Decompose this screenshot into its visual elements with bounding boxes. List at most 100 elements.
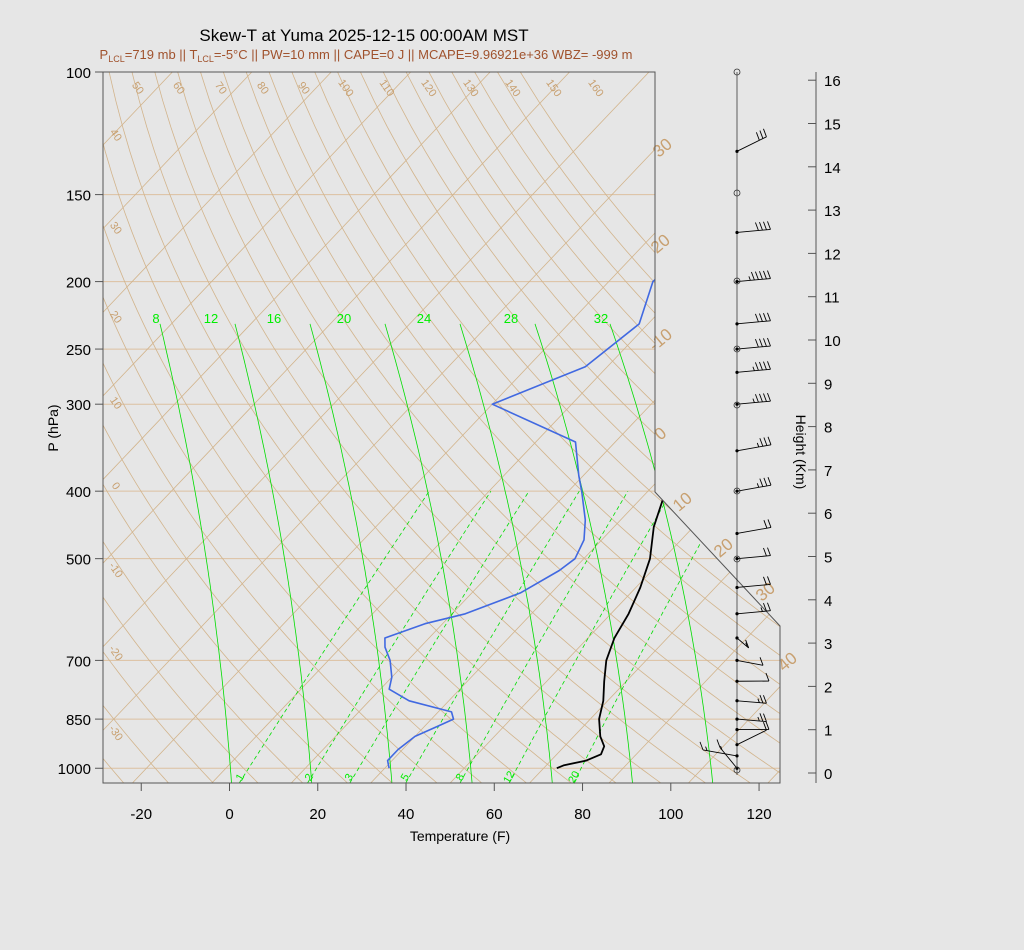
height-tick-label: 6 bbox=[824, 506, 832, 523]
wind-barb bbox=[735, 694, 767, 704]
isotherm bbox=[211, 72, 780, 783]
dry-adiabat bbox=[103, 72, 527, 783]
mixing-ratio-top-label: 28 bbox=[504, 311, 518, 326]
dry-adiabat bbox=[103, 72, 483, 783]
dry-adiabat bbox=[222, 72, 780, 783]
chart-title: Skew-T at Yuma 2025-12-15 00:00AM MST bbox=[199, 26, 528, 45]
mixing-ratio-line bbox=[405, 490, 580, 783]
mixing-ratio-line bbox=[349, 490, 530, 783]
skewed-isotherm-label: 40 bbox=[774, 648, 801, 675]
y-axis-label: P (hPa) bbox=[45, 404, 61, 451]
dry-adiabat-left-label: 0 bbox=[109, 480, 122, 492]
isotherm bbox=[529, 72, 780, 783]
p-tick-label: 1000 bbox=[58, 761, 91, 778]
skewed-isotherm-label: -10 bbox=[645, 325, 676, 355]
dry-adiabat-label: 140 bbox=[502, 77, 522, 99]
mixing-ratio-bottom-label: 8 bbox=[454, 772, 467, 783]
mixing-ratio-bottom-label: 3 bbox=[343, 772, 356, 783]
x-tick-label: 80 bbox=[574, 806, 591, 823]
dry-adiabat bbox=[154, 72, 706, 783]
wind-barb bbox=[735, 436, 772, 453]
dry-adiabat bbox=[0, 72, 34, 783]
height-tick-label: 5 bbox=[824, 550, 832, 567]
dry-adiabat-label: 90 bbox=[295, 80, 312, 97]
skewed-isotherm-label: 20 bbox=[710, 534, 737, 561]
isotherm bbox=[290, 72, 780, 783]
dry-adiabat-label: 70 bbox=[212, 80, 229, 97]
x-tick-label: 40 bbox=[398, 806, 415, 823]
dry-adiabat bbox=[103, 72, 572, 783]
level-marker bbox=[733, 401, 741, 409]
isotherm bbox=[103, 72, 411, 783]
wind-barb bbox=[735, 721, 770, 732]
x-tick-label: 0 bbox=[225, 806, 233, 823]
height-tick-label: 8 bbox=[824, 420, 832, 437]
height-tick-label: 9 bbox=[824, 376, 832, 393]
dry-adiabat-label: 130 bbox=[460, 77, 480, 99]
mixing-ratio-line bbox=[459, 490, 629, 783]
dry-adiabat bbox=[103, 72, 169, 783]
dry-adiabat bbox=[103, 72, 304, 783]
moist-adiabat bbox=[309, 323, 393, 783]
skewed-isotherm-label: 30 bbox=[649, 134, 676, 161]
level-marker bbox=[733, 555, 741, 563]
isotherm bbox=[103, 72, 570, 783]
height-tick-label: 10 bbox=[824, 333, 841, 350]
p-tick-label: 850 bbox=[66, 712, 91, 729]
wind-barb bbox=[735, 713, 767, 723]
dry-adiabat-left-label: 20 bbox=[107, 309, 124, 326]
dry-adiabat bbox=[337, 72, 780, 783]
dry-adiabat bbox=[103, 72, 125, 783]
background-lines bbox=[0, 72, 780, 783]
moist-adiabat bbox=[384, 323, 473, 783]
wind-barb bbox=[735, 576, 771, 590]
isotherm bbox=[0, 72, 14, 783]
dry-adiabat-label: 50 bbox=[129, 80, 146, 97]
dry-adiabat bbox=[497, 72, 780, 783]
dry-adiabat-left-label: -30 bbox=[106, 723, 125, 743]
height-tick-label: 1 bbox=[824, 723, 832, 740]
level-marker bbox=[733, 277, 741, 285]
wind-barb bbox=[735, 657, 764, 666]
level-marker bbox=[733, 68, 741, 76]
isotherm bbox=[132, 72, 780, 783]
dry-adiabat-label: 120 bbox=[418, 77, 438, 99]
height-tick-label: 13 bbox=[824, 203, 841, 220]
dry-adiabat-label: 110 bbox=[377, 78, 397, 99]
wind-barb bbox=[735, 636, 750, 649]
height-tick-label: 15 bbox=[824, 117, 841, 134]
wind-barbs bbox=[699, 68, 772, 775]
isotherm bbox=[103, 72, 173, 783]
wind-barb bbox=[735, 722, 767, 747]
x-tick-label: 60 bbox=[486, 806, 503, 823]
x-tick-label: -20 bbox=[130, 806, 152, 823]
isotherm bbox=[103, 72, 729, 783]
dry-adiabat bbox=[382, 72, 780, 783]
skewed-isotherm-label: 20 bbox=[647, 230, 674, 257]
wind-barb bbox=[735, 337, 771, 351]
mixing-ratio-line bbox=[238, 490, 430, 783]
mixing-ratio-top-label: 24 bbox=[417, 311, 431, 326]
mixing-ratio-lines bbox=[159, 323, 730, 783]
dewpoint-line bbox=[384, 72, 780, 769]
dry-adiabat-left-label: -10 bbox=[106, 560, 125, 580]
isotherm bbox=[103, 72, 332, 783]
mixing-ratio-line bbox=[573, 490, 730, 783]
dry-adiabat-label: 160 bbox=[585, 77, 605, 99]
dry-adiabat bbox=[519, 72, 780, 783]
level-marker bbox=[733, 345, 741, 353]
isotherm bbox=[103, 72, 650, 783]
p-tick-label: 150 bbox=[66, 188, 91, 205]
height-axis-label: Height (Km) bbox=[793, 415, 809, 490]
dry-adiabat bbox=[103, 72, 214, 783]
dry-adiabat-left-label: 10 bbox=[107, 395, 124, 412]
x-tick-label: 120 bbox=[747, 806, 772, 823]
wind-barb bbox=[735, 477, 772, 493]
dry-adiabat bbox=[0, 72, 79, 783]
moist-adiabat bbox=[459, 323, 553, 783]
dry-adiabat-left-label: 40 bbox=[107, 127, 124, 144]
wind-barb bbox=[735, 672, 770, 683]
height-tick-label: 7 bbox=[824, 463, 832, 480]
height-tick-label: 12 bbox=[824, 246, 841, 263]
